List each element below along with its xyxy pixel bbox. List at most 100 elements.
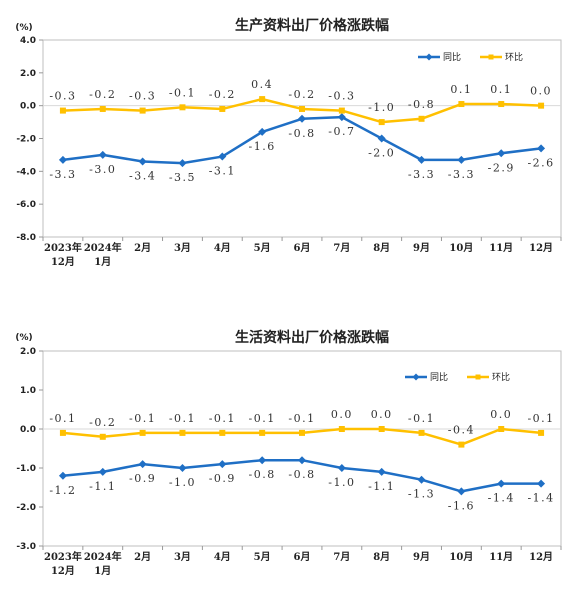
data-point-mom <box>538 102 545 109</box>
data-point-yoy <box>377 134 386 143</box>
x-tick-label: 3月 <box>174 551 191 563</box>
y-unit-label: (%) <box>15 333 32 343</box>
data-label-mom: 0.0 <box>490 408 512 421</box>
data-label-yoy: -3.5 <box>169 171 196 184</box>
data-point-mom <box>498 101 505 108</box>
data-label-mom: -0.2 <box>89 88 116 101</box>
data-label-yoy: -3.3 <box>448 168 475 181</box>
data-point-yoy <box>98 467 107 476</box>
data-point-mom <box>179 429 186 436</box>
data-point-mom <box>538 429 545 436</box>
data-point-yoy <box>537 479 546 488</box>
x-tick-label: 3月 <box>174 242 191 254</box>
y-tick-label: 2.0 <box>20 69 36 79</box>
legend-marker-yoy <box>425 53 433 61</box>
chart-title: 生产资料出厂价格涨跌幅 <box>235 17 389 34</box>
data-label-mom: -0.1 <box>209 412 236 425</box>
x-tick-label: 5月 <box>254 551 271 563</box>
legend-label-yoy: 同比 <box>430 371 448 383</box>
x-tick-label: 2023年 <box>44 241 82 254</box>
data-point-mom <box>99 105 106 112</box>
data-label-yoy: -1.0 <box>328 476 355 489</box>
x-tick-label: 10月 <box>449 551 473 563</box>
data-point-yoy <box>178 464 187 472</box>
data-label-mom: -0.1 <box>288 412 315 425</box>
data-label-mom: -0.8 <box>408 98 435 111</box>
x-tick-label: 5月 <box>254 242 271 254</box>
data-label-yoy: -1.2 <box>49 484 76 497</box>
data-label-mom: 0.0 <box>530 85 552 98</box>
data-label-yoy: -3.0 <box>89 163 116 176</box>
data-point-yoy <box>457 155 466 164</box>
data-label-mom: -1.0 <box>368 101 395 114</box>
data-label-yoy: -1.1 <box>368 480 395 493</box>
data-point-yoy <box>218 152 227 161</box>
data-label-mom: -0.2 <box>209 88 236 101</box>
data-label-yoy: -3.3 <box>49 168 76 181</box>
x-tick-label: 6月 <box>294 242 311 254</box>
data-point-yoy <box>377 467 386 476</box>
data-label-yoy: -0.9 <box>129 472 156 485</box>
data-label-mom: 0.1 <box>450 83 472 96</box>
data-label-mom: 0.4 <box>251 78 273 91</box>
y-tick-label: -8.0 <box>16 233 36 243</box>
data-point-yoy <box>457 487 466 496</box>
data-point-mom <box>59 429 66 436</box>
y-tick-label: 1.0 <box>20 386 36 396</box>
data-label-mom: 0.0 <box>371 408 393 421</box>
data-point-mom <box>458 441 465 448</box>
x-tick-label: 1月 <box>94 565 111 577</box>
data-point-mom <box>458 101 465 108</box>
data-label-yoy: -3.3 <box>408 168 435 181</box>
data-point-mom <box>299 429 305 436</box>
x-tick-label: 2024年 <box>84 241 122 254</box>
y-tick-label: 4.0 <box>20 36 36 46</box>
x-tick-label: 9月 <box>413 242 430 254</box>
y-tick-label: 2.0 <box>20 347 36 357</box>
y-tick-label: -6.0 <box>16 200 36 210</box>
data-point-mom <box>498 426 505 432</box>
x-tick-label: 8月 <box>373 551 390 563</box>
data-label-yoy: -1.4 <box>527 492 554 505</box>
data-label-mom: -0.1 <box>169 86 196 99</box>
data-label-yoy: -0.8 <box>249 468 276 481</box>
series-line-yoy <box>62 115 542 165</box>
data-point-mom <box>99 433 106 440</box>
data-point-mom <box>418 429 425 436</box>
x-tick-label: 8月 <box>373 242 390 254</box>
data-label-yoy: -3.1 <box>209 165 236 178</box>
data-point-yoy <box>417 475 426 484</box>
x-tick-label: 2024年 <box>84 550 122 563</box>
data-point-mom <box>299 105 305 112</box>
legend-marker-mom <box>488 54 494 60</box>
x-tick-label: 11月 <box>489 551 513 563</box>
data-label-yoy: -2.6 <box>527 156 554 169</box>
legend-marker-mom <box>475 374 481 380</box>
y-tick-label: -1.0 <box>16 464 36 474</box>
x-tick-label: 10月 <box>449 242 473 254</box>
data-point-mom <box>219 105 226 112</box>
data-label-mom: -0.2 <box>89 416 116 429</box>
data-label-yoy: -0.9 <box>209 472 236 485</box>
x-tick-label: 9月 <box>413 551 430 563</box>
data-label-mom: -0.1 <box>249 412 276 425</box>
data-point-mom <box>219 429 226 436</box>
data-point-mom <box>259 429 266 436</box>
legend-marker-yoy <box>412 373 420 381</box>
data-point-yoy <box>258 127 267 136</box>
y-tick-label: -3.0 <box>16 542 36 552</box>
data-label-yoy: -0.7 <box>328 125 355 138</box>
data-label-mom: 0.1 <box>490 83 512 96</box>
data-label-yoy: -1.0 <box>169 476 196 489</box>
data-point-mom <box>378 119 385 126</box>
data-point-mom <box>418 115 425 122</box>
x-tick-label: 6月 <box>294 551 311 563</box>
data-label-yoy: -1.1 <box>89 480 116 493</box>
data-label-mom: -0.1 <box>49 412 76 425</box>
data-point-yoy <box>337 464 346 472</box>
chart-production-materials: 生产资料出厂价格涨跌幅 (%) 4.0 2.0 0.0 -2.0 -4.0 -6.0 -8.0 2… <box>15 17 562 268</box>
data-point-mom <box>338 426 345 432</box>
data-label-mom: -0.1 <box>169 412 196 425</box>
x-tick-label: 11月 <box>489 242 513 254</box>
